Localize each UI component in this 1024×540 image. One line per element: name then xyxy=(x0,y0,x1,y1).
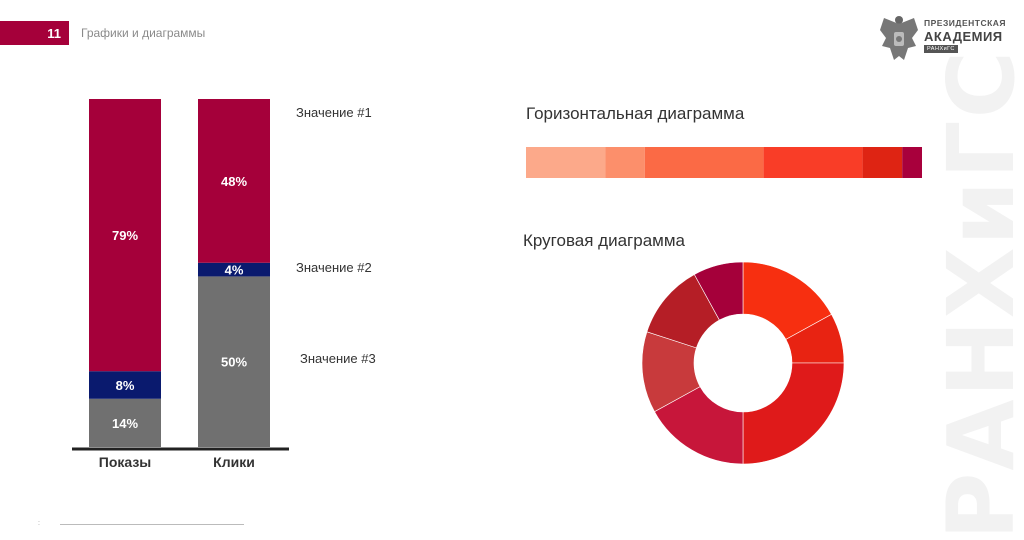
bar-1-data-label-3: 79% xyxy=(112,228,138,243)
bar-2-data-label-2: 4% xyxy=(225,263,244,278)
category-label-2: Клики xyxy=(213,454,255,470)
footer-divider xyxy=(60,524,244,525)
bar-1-data-label-1: 14% xyxy=(112,416,138,431)
hbar-segment-1 xyxy=(526,147,606,178)
logo-line-1: ПРЕЗИДЕНТСКАЯ xyxy=(924,18,1007,28)
bar-1-data-label-2: 8% xyxy=(116,378,135,393)
logo-line-2: АКАДЕМИЯ xyxy=(924,29,1003,44)
legend-entry-1: Значение #3 xyxy=(300,351,376,366)
horizontal-bar-chart xyxy=(526,147,922,178)
legend-entry-3: Значение #1 xyxy=(296,105,372,120)
stacked-bar-chart: 14% 8% 79% 50% 4% 48% Показы Клики Значение #3… xyxy=(72,99,376,470)
academy-logo: ПРЕЗИДЕНТСКАЯ АКАДЕМИЯ РАНХиГС xyxy=(878,12,1006,68)
bar-2-data-label-3: 48% xyxy=(221,174,247,189)
eagle-emblem-icon xyxy=(880,16,918,60)
donut-chart-title: Круговая диаграмма xyxy=(523,231,685,250)
bar-2-segment-2 xyxy=(198,262,270,277)
hbar-segment-6 xyxy=(902,147,922,178)
donut-chart xyxy=(641,261,845,465)
bar-1-segment-2 xyxy=(89,371,161,399)
footer-marker: : xyxy=(38,520,40,527)
hbar-segment-2 xyxy=(605,147,645,178)
watermark-text: РАНХиГС xyxy=(928,48,1024,540)
hbar-segment-5 xyxy=(862,147,903,178)
horizontal-chart-title: Горизонтальная диаграмма xyxy=(526,104,745,123)
section-title: Графики и диаграммы xyxy=(81,26,206,40)
hbar-segment-4 xyxy=(763,147,863,178)
logo-line-3: РАНХиГС xyxy=(924,45,958,53)
donut-slice-3 xyxy=(742,362,845,465)
donut-slice-7 xyxy=(693,261,744,321)
bar-2-segment-3 xyxy=(198,99,270,263)
bar-2-data-label-1: 50% xyxy=(221,355,247,370)
bar-2-segment-1 xyxy=(198,276,270,447)
legend-entry-2: Значение #2 xyxy=(296,260,372,275)
hbar-segment-3 xyxy=(644,147,764,178)
bar-1-segment-3 xyxy=(89,99,161,372)
page-number: 11 xyxy=(47,25,61,41)
bar-1-segment-1 xyxy=(89,398,161,447)
category-label-1: Показы xyxy=(99,454,152,470)
page-number-badge: 11 xyxy=(0,21,69,45)
